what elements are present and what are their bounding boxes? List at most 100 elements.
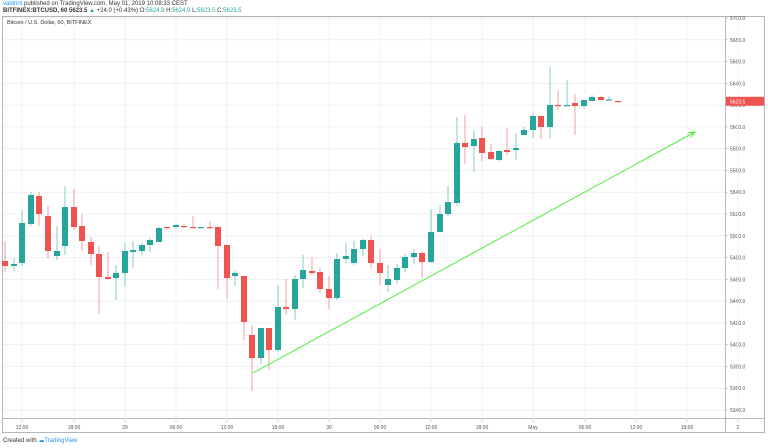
candle-body (45, 216, 51, 251)
footer: Created with ☁TradingView (3, 437, 77, 444)
created-with-text: Created with (3, 438, 37, 444)
candle-body (181, 226, 187, 228)
candle-body (258, 328, 264, 358)
time-tick-label: 06:00 (170, 425, 183, 431)
candle-body (71, 207, 77, 227)
time-tick-label: 18:00 (476, 425, 489, 431)
candle-body (96, 254, 102, 277)
candle-body (105, 277, 111, 279)
candle-body (292, 279, 298, 309)
candle-body (504, 150, 510, 152)
candle-body (351, 249, 357, 263)
candle-body (437, 214, 443, 232)
candle-body (572, 103, 578, 106)
candle-body (615, 101, 621, 103)
candle-body (156, 228, 162, 242)
time-tick-label: 12:00 (221, 425, 234, 431)
candle-body (309, 271, 315, 273)
candle-body (547, 105, 553, 127)
trend-arrowhead-icon (687, 131, 697, 138)
candle-body (130, 250, 136, 252)
low-label: L: (192, 8, 198, 14)
candle-body (241, 276, 247, 322)
candle-body (496, 151, 502, 160)
time-tick-label: 30 (326, 425, 332, 431)
candle-body (207, 227, 213, 229)
candle-body (377, 263, 383, 273)
up-arrow-icon: ▲ (89, 8, 95, 14)
tradingview-brand-link[interactable]: TradingView (44, 438, 78, 444)
candle-body (266, 328, 272, 350)
candle-body (164, 227, 170, 229)
candle-body (471, 139, 477, 146)
high-value: 5624.9 (172, 8, 191, 14)
candle-body (19, 223, 25, 263)
candle-body (54, 251, 60, 256)
time-tick-label: 18:00 (68, 425, 81, 431)
candle-body (334, 259, 340, 298)
time-tick-label: 06:00 (579, 425, 592, 431)
candle-body (445, 202, 451, 214)
open-label: O: (139, 8, 147, 14)
candle-body (454, 143, 460, 203)
candle-body (419, 253, 425, 262)
time-axis[interactable] (2, 419, 726, 433)
candle-body (275, 307, 281, 350)
candle-body (581, 100, 587, 106)
candle-body (139, 245, 145, 251)
candle-body (88, 242, 94, 254)
price-change: +24.0 (+0.43%) (96, 8, 139, 14)
time-tick-label: 06:00 (374, 425, 387, 431)
time-tick-label: 12:00 (425, 425, 438, 431)
candle-body (2, 261, 8, 266)
candle-body (113, 273, 119, 278)
candle-body (589, 97, 595, 101)
candle-body (555, 105, 561, 107)
low-value: 5623.5 (197, 8, 216, 14)
high-label: H: (166, 8, 173, 14)
symbol-ohlc-line: BITFINEX:BTCUSD, 60 5623.5 ▲ +24.0 (+0.4… (3, 8, 242, 14)
open-value: 5624.9 (146, 8, 165, 14)
candle-body (402, 257, 408, 268)
candle-body (606, 99, 612, 101)
chart-title: Bitcoin / U.S. Dollar, 60, BITFINEX (7, 20, 92, 26)
candle-body (224, 245, 230, 278)
candle-body (122, 251, 128, 273)
axis-corner (725, 419, 765, 433)
candle-body (326, 289, 332, 298)
candle-body (598, 97, 604, 100)
time-tick-label: 12:00 (630, 425, 643, 431)
candle-body (147, 240, 153, 245)
candle-body (368, 240, 374, 263)
candle-body (385, 279, 391, 285)
publish-text: published on TradingView.com, May 01, 20… (22, 1, 188, 7)
price-axis[interactable] (725, 16, 765, 419)
candle-body (564, 105, 570, 107)
time-tick-label: 18:00 (681, 425, 694, 431)
candle-body (190, 227, 196, 229)
candle-body (462, 143, 468, 147)
time-tick-label: 18:00 (272, 425, 285, 431)
close-label: C: (217, 8, 224, 14)
publish-info: valdrint published on TradingView.com, M… (3, 1, 188, 7)
candle-body (215, 227, 221, 246)
time-tick-label: 12:00 (16, 425, 29, 431)
last-price-tag (726, 96, 764, 106)
candle-body (428, 232, 434, 262)
candle-body (283, 307, 289, 309)
candle-body (521, 130, 527, 135)
candle-body (62, 207, 68, 246)
candle-body (249, 335, 255, 358)
candle-body (411, 253, 417, 257)
candle-body (300, 270, 306, 279)
candle-body (479, 138, 485, 153)
candle-body (11, 264, 17, 266)
candle-body (28, 195, 34, 224)
candle-body (538, 116, 544, 127)
author-link[interactable]: valdrint (3, 1, 23, 7)
chart-pane[interactable] (2, 16, 726, 419)
candle-body (317, 272, 323, 289)
trend-arrow-line (252, 131, 696, 374)
last-price-tag-label: 5623.5 (730, 99, 746, 105)
